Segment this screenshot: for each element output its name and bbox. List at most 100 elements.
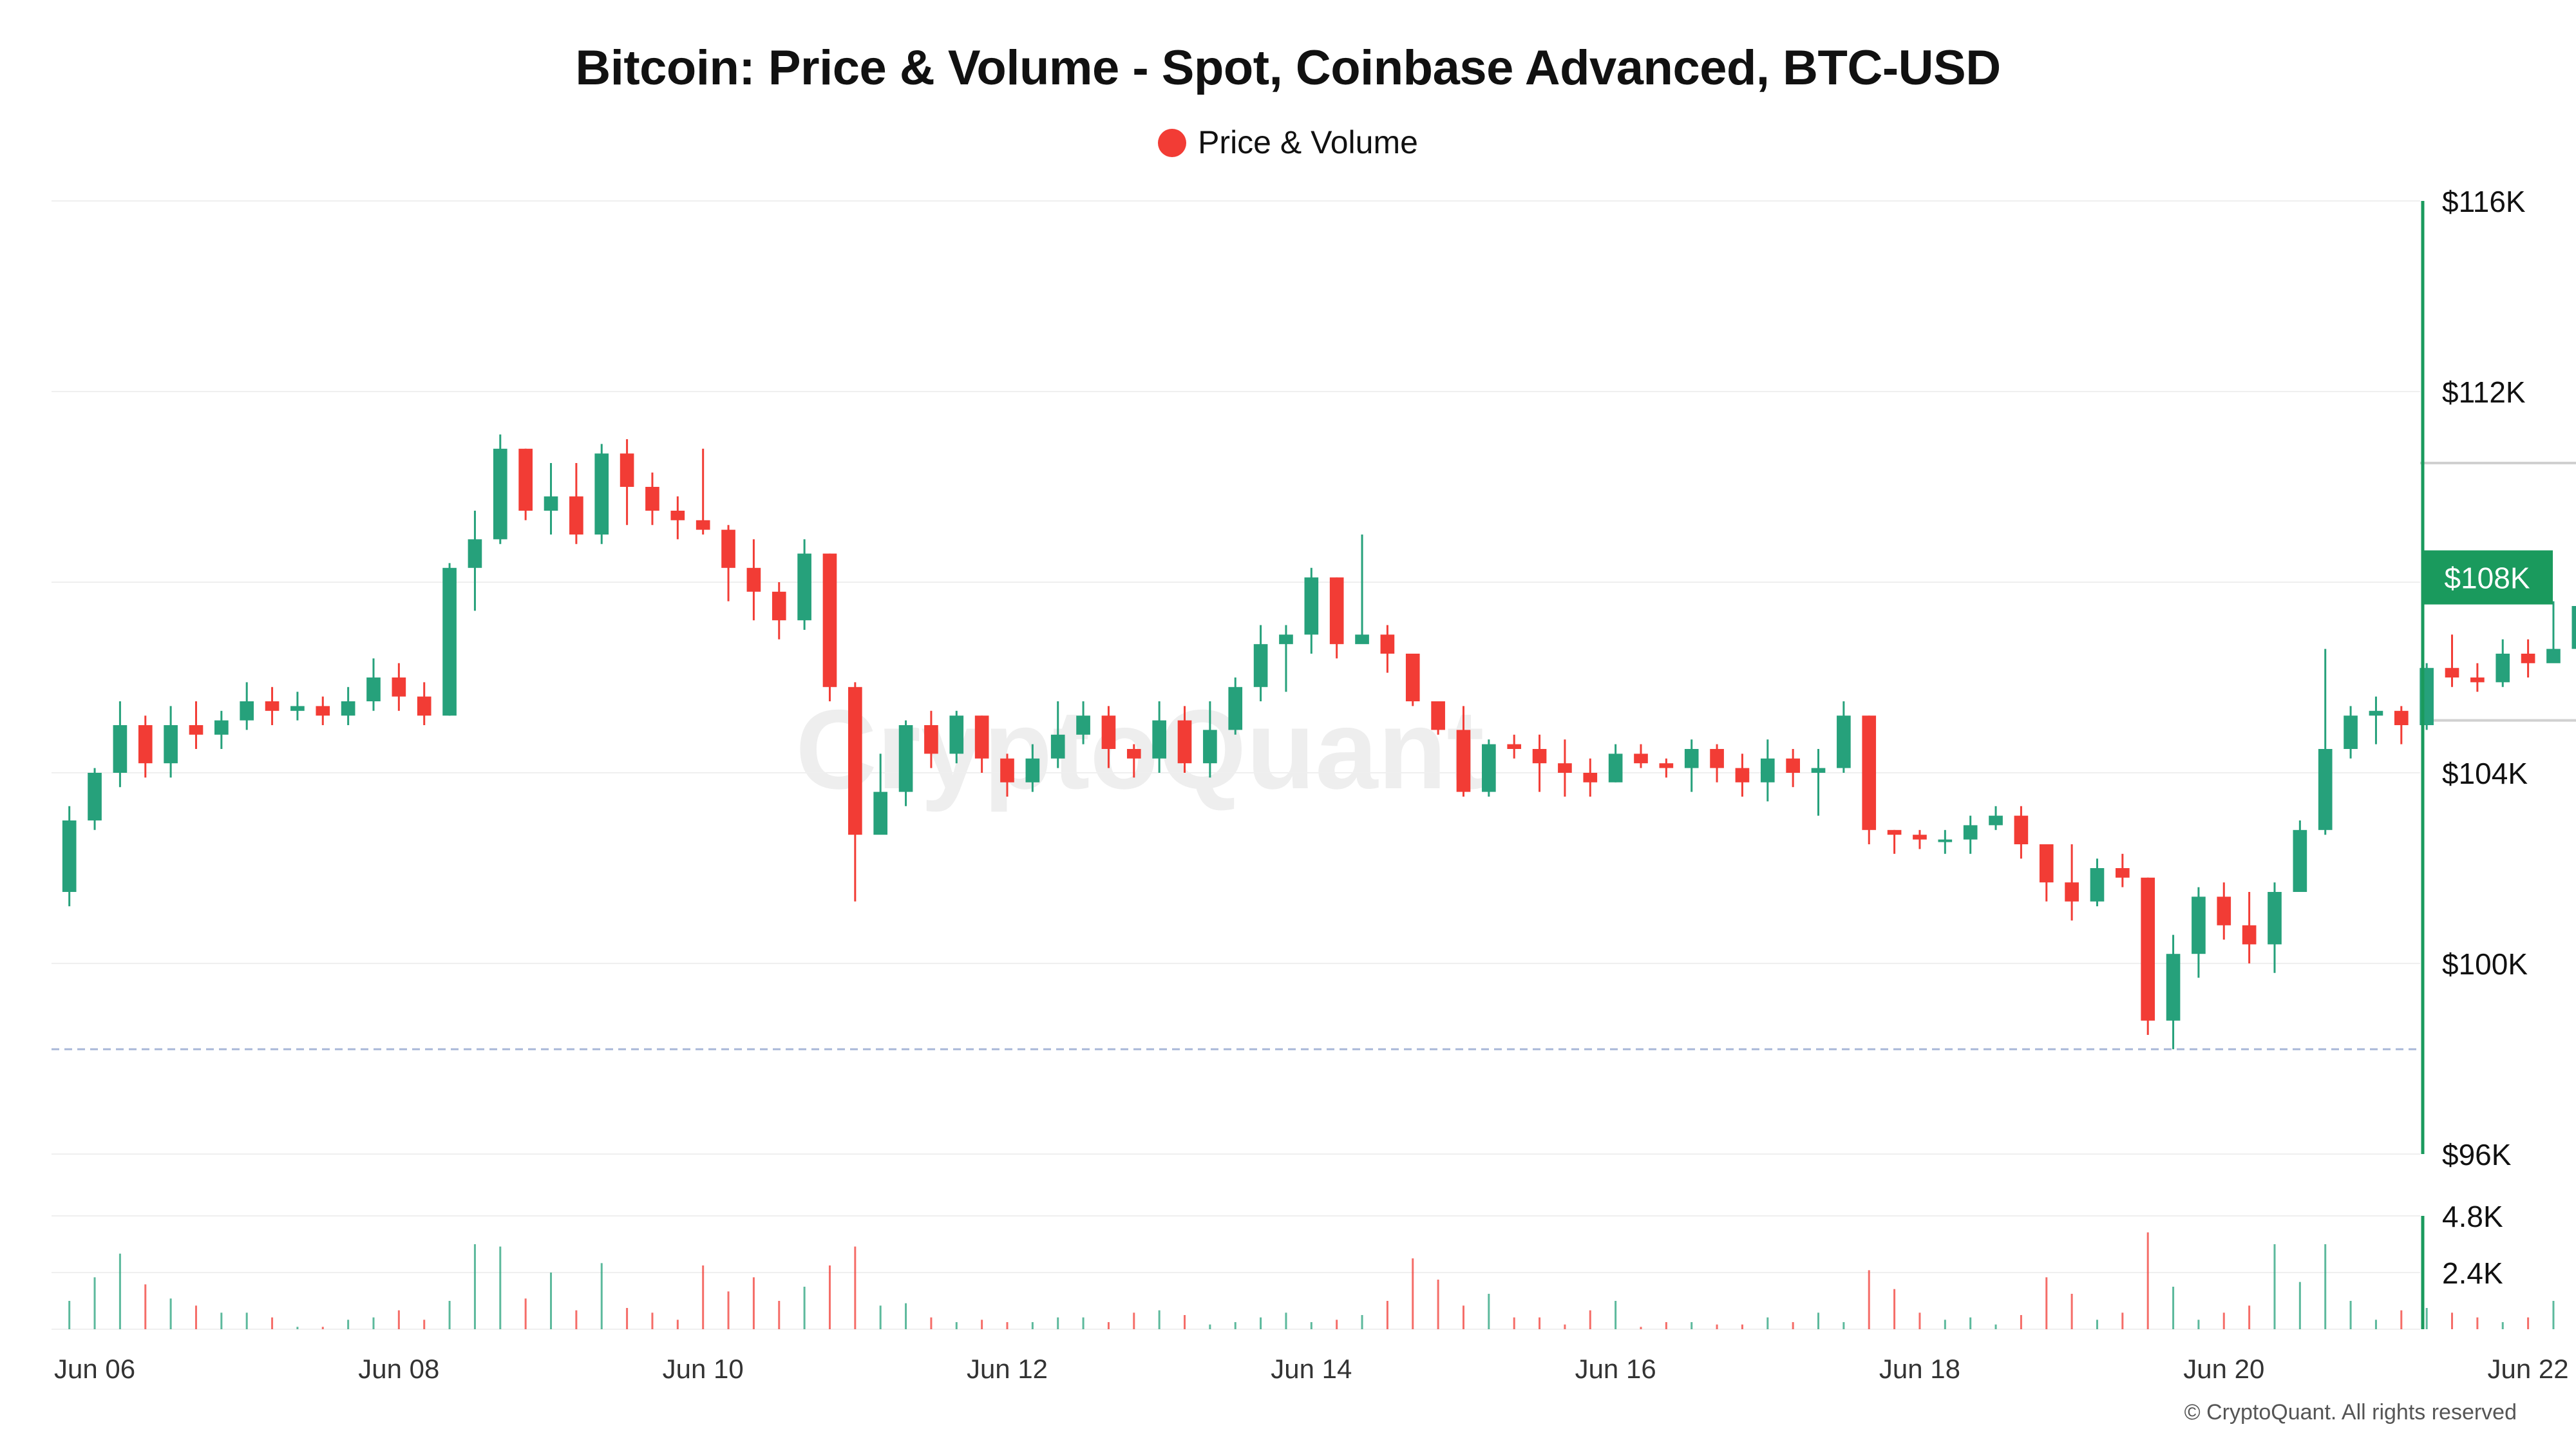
x-tick-label: Jun 18: [1879, 1354, 1960, 1384]
current-price-label: $108K: [2444, 562, 2530, 595]
candle-body: [594, 453, 609, 535]
candle-body: [417, 696, 431, 716]
candle-body: [544, 496, 558, 511]
candle-body: [290, 706, 305, 711]
x-tick-label: Jun 16: [1575, 1354, 1656, 1384]
chart-title: Bitcoin: Price & Volume - Spot, Coinbase…: [575, 41, 2001, 95]
candle-body: [1608, 753, 1623, 782]
candle-body: [189, 725, 204, 735]
candle-body: [392, 677, 406, 697]
candle-body: [1355, 634, 1369, 645]
candle-body: [1405, 654, 1420, 701]
candle-body: [1025, 758, 1040, 782]
candle-body: [366, 677, 381, 701]
candle-body: [1811, 768, 1826, 773]
candle-body: [2496, 654, 2510, 683]
candle-body: [2192, 896, 2206, 954]
candle-body: [316, 706, 330, 716]
candle-body: [898, 725, 913, 792]
candle-body: [1735, 768, 1750, 782]
candle-body: [1482, 744, 1496, 792]
candle-body: [1000, 758, 1014, 782]
candle-body: [2571, 606, 2576, 649]
candle-body: [442, 567, 457, 716]
candle-body: [2014, 815, 2029, 844]
candle-body: [1963, 825, 1978, 840]
candle-body: [2546, 649, 2561, 663]
candle-body: [1558, 763, 1572, 773]
candle-body: [1152, 720, 1166, 759]
candle-body: [138, 725, 153, 764]
candle-body: [2039, 844, 2054, 883]
candle-body: [746, 567, 761, 592]
candle-body: [1913, 835, 1927, 840]
legend[interactable]: Price & Volume: [0, 124, 2576, 161]
candle-body: [1583, 773, 1598, 782]
candle-body: [240, 701, 254, 721]
candle-body: [645, 487, 659, 511]
legend-dot-icon: [1158, 129, 1187, 157]
copyright-text: © CryptoQuant. All rights reserved: [2184, 1400, 2517, 1425]
candle-body: [1938, 839, 1953, 842]
candle-body: [1710, 749, 1724, 768]
price-tick-label: $112K: [2442, 375, 2526, 409]
candle-body: [1380, 634, 1395, 654]
candle-body: [2369, 710, 2383, 716]
x-tick-label: Jun 10: [663, 1354, 744, 1384]
candle-body: [797, 553, 811, 621]
candle-body: [1507, 744, 1522, 749]
candle-body: [2141, 877, 2155, 1021]
candle-body: [1532, 749, 1547, 764]
candle-body: [1659, 763, 1674, 768]
candle-body: [1253, 644, 1268, 687]
x-tick-label: Jun 14: [1271, 1354, 1352, 1384]
candle-body: [1456, 730, 1471, 792]
candle-body: [1684, 749, 1699, 768]
candle-body: [468, 539, 482, 568]
candle-body: [1304, 577, 1319, 635]
candle-body: [1989, 815, 2003, 826]
candle-body: [1076, 715, 1090, 735]
candle-body: [518, 448, 533, 511]
candle-body: [2242, 925, 2257, 945]
legend-label: Price & Volume: [1198, 124, 1418, 160]
candle-body: [848, 687, 862, 835]
x-tick-label: Jun 22: [2488, 1354, 2569, 1384]
candle-body: [2268, 892, 2282, 945]
volume-tick-label: 4.8K: [2442, 1200, 2503, 1233]
candle-body: [949, 715, 964, 754]
candle-body: [772, 591, 786, 621]
reference-lines: [52, 462, 2576, 1050]
x-tick-label: Jun 06: [54, 1354, 135, 1384]
axes: $96K $100K $104K $108K $112K $116K 2.4K 4.8K Jun…: [54, 185, 2569, 1384]
candle-body: [696, 520, 710, 530]
candle-body: [2394, 710, 2409, 725]
candle-body: [2293, 829, 2307, 892]
grid-layer: [52, 200, 2420, 1330]
candle-body: [2166, 954, 2181, 1021]
candle-body: [113, 725, 128, 773]
candle-body: [974, 715, 989, 759]
candle-body: [1431, 701, 1445, 730]
candle-body: [1228, 687, 1243, 730]
candle-body: [822, 553, 837, 687]
candle-body: [2445, 668, 2459, 677]
candle-body: [1050, 734, 1065, 759]
candle-body: [569, 496, 583, 535]
price-tick-label: $96K: [2442, 1138, 2512, 1171]
candle-body: [1177, 720, 1192, 764]
candle-body: [88, 773, 102, 820]
candle-body: [265, 701, 279, 711]
current-price-tag: [2423, 550, 2553, 605]
candle-body: [2521, 654, 2535, 663]
candle-body: [2090, 868, 2105, 902]
candle-body: [2217, 896, 2231, 925]
volume-tick-label: 2.4K: [2442, 1256, 2503, 1290]
candle-body: [1887, 829, 1902, 835]
candle-body: [924, 725, 938, 754]
candle-body: [214, 720, 229, 735]
price-tick-label: $104K: [2442, 757, 2528, 790]
candle-body: [62, 820, 77, 892]
candles: [62, 434, 2576, 1050]
